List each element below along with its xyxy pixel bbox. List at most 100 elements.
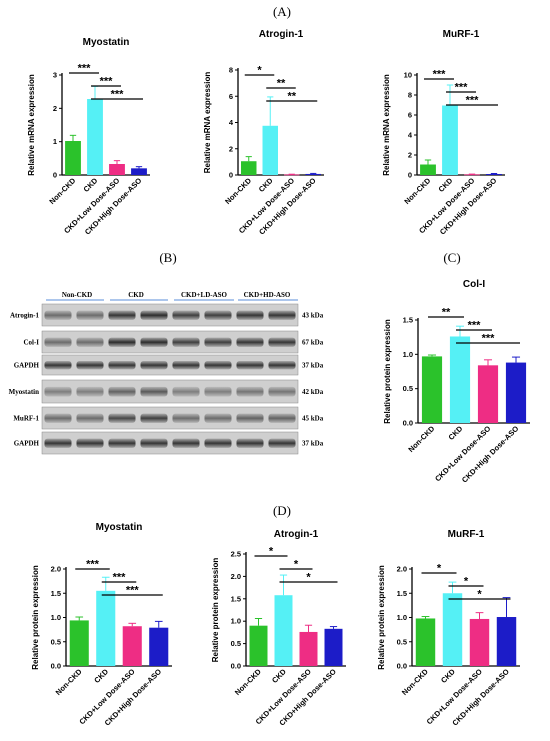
- blot-band: [76, 337, 104, 347]
- blot-strip-col-i: [41, 330, 299, 354]
- blot-strip-myostatin: [41, 379, 299, 404]
- y-tick-label: 2: [53, 104, 57, 113]
- bar-ckd-high-dose-aso: [149, 627, 169, 666]
- chart-a-murf1: MuRF-1 Relative mRNA expression 0 2 4 6 8 10 Non…: [382, 29, 505, 236]
- significance-label: **: [442, 307, 451, 319]
- blot-kda-label: 37 kDa: [302, 440, 324, 448]
- chart-title: Myostatin: [96, 522, 143, 533]
- y-tick-label: 0.5: [403, 384, 413, 393]
- blot-band: [172, 386, 200, 397]
- significance-label: ***: [100, 76, 114, 88]
- blot-band: [236, 310, 264, 320]
- y-tick-label: 8: [229, 66, 233, 75]
- bar-non-ckd: [65, 141, 81, 175]
- x-tick-label: Non-CKD: [54, 667, 84, 697]
- significance-label: ***: [86, 559, 100, 571]
- blot-group-ld: CKD+LD-ASO: [181, 291, 228, 299]
- chart-a-atrogin1: Atrogin-1 Relative mRNA expression 0 2 4 6 8 No…: [203, 29, 324, 236]
- blot-band: [44, 386, 72, 397]
- blot-band: [172, 413, 200, 423]
- blot-group-hd: CKD+HD-ASO: [244, 291, 291, 299]
- y-tick-label: 2.0: [231, 572, 241, 581]
- chart-title: Myostatin: [83, 37, 130, 48]
- chart-c-col1: Col-I Relative protein expression 0.0 0.5 1.…: [383, 279, 530, 484]
- blot-band: [268, 310, 296, 320]
- western-blot: Non-CKD CKD CKD+LD-ASO CKD+HD-ASO Atrogi…: [9, 291, 324, 455]
- y-axis-label: Relative mRNA expression: [203, 72, 212, 174]
- bar-non-ckd: [415, 618, 436, 666]
- significance-label: *: [294, 559, 299, 571]
- chart-title: Atrogin-1: [274, 529, 319, 540]
- y-tick-label: 4: [229, 118, 234, 127]
- blot-protein-label: Col-I: [23, 339, 39, 347]
- blot-band: [172, 337, 200, 347]
- y-tick-label: 1: [53, 137, 57, 146]
- significance-label: ***: [466, 95, 480, 107]
- x-tick-label: Non-CKD: [400, 667, 430, 697]
- blot-band: [108, 361, 136, 370]
- blot-band: [108, 438, 136, 448]
- chart-title: Col-I: [463, 279, 485, 290]
- blot-band: [204, 386, 232, 397]
- bar-ckd-low-dose-aso: [109, 164, 125, 175]
- y-tick-label: 1.0: [403, 350, 413, 359]
- blot-band: [140, 386, 168, 397]
- blot-band: [76, 386, 104, 397]
- bar-ckd-high-dose-aso: [305, 173, 321, 175]
- blot-strip-atrogin-1: [41, 303, 299, 327]
- bar-ckd: [274, 595, 293, 666]
- blot-protein-label: Atrogin-1: [10, 312, 40, 320]
- bar-non-ckd: [249, 625, 268, 666]
- bar-ckd: [87, 99, 103, 175]
- blot-band: [236, 361, 264, 370]
- bar-ckd-low-dose-aso: [477, 365, 499, 423]
- panel-label-b: (B): [159, 250, 176, 265]
- bar-ckd-high-dose-aso: [324, 628, 343, 666]
- y-tick-label: 1.5: [51, 589, 61, 598]
- bar-ckd: [442, 105, 458, 175]
- blot-kda-label: 45 kDa: [302, 415, 324, 423]
- y-tick-label: 2.0: [397, 565, 407, 574]
- bar-ckd-low-dose-aso: [122, 626, 142, 666]
- bar-ckd: [442, 593, 463, 666]
- bar-ckd-high-dose-aso: [131, 168, 147, 175]
- x-tick-label: CKD: [439, 667, 457, 685]
- x-tick-label: Non-CKD: [223, 176, 253, 206]
- significance-label: ***: [455, 82, 469, 94]
- blot-protein-label: GAPDH: [14, 440, 40, 448]
- blot-band: [140, 438, 168, 448]
- chart-d-atrogin1: Atrogin-1 Relative protein expression 0.0 0…: [211, 529, 346, 727]
- blot-band: [268, 361, 296, 370]
- significance-label: **: [287, 91, 296, 103]
- blot-group-non-ckd: Non-CKD: [62, 291, 92, 299]
- blot-band: [140, 413, 168, 423]
- blot-band: [268, 337, 296, 347]
- significance-label: *: [464, 576, 469, 588]
- blot-protein-label: MuRF-1: [13, 415, 39, 423]
- blot-strip-murf-1: [41, 406, 299, 430]
- blot-band: [172, 438, 200, 448]
- blot-band: [140, 361, 168, 370]
- y-tick-label: 0.5: [397, 637, 407, 646]
- blot-kda-label: 67 kDa: [302, 339, 324, 347]
- y-tick-label: 0.0: [51, 662, 61, 671]
- y-tick-label: 0.5: [51, 637, 61, 646]
- x-tick-label: Non-CKD: [47, 176, 77, 206]
- blot-band: [204, 337, 232, 347]
- significance-label: ***: [433, 69, 447, 81]
- bar-ckd: [96, 590, 116, 666]
- y-tick-label: 6: [229, 92, 233, 101]
- bar-ckd-high-dose-aso: [496, 617, 517, 666]
- x-tick-label: CKD: [257, 176, 275, 194]
- blot-band: [268, 438, 296, 448]
- significance-label: *: [257, 65, 262, 77]
- blot-band: [236, 386, 264, 397]
- blot-protein-label: Myostatin: [9, 388, 39, 396]
- y-axis-label: Relative mRNA expression: [27, 74, 36, 176]
- y-tick-label: 0.0: [403, 419, 413, 428]
- y-axis-label: Relative protein expression: [31, 565, 40, 670]
- blot-band: [268, 386, 296, 397]
- y-axis-label: Relative mRNA expression: [382, 74, 391, 176]
- blot-band: [108, 310, 136, 320]
